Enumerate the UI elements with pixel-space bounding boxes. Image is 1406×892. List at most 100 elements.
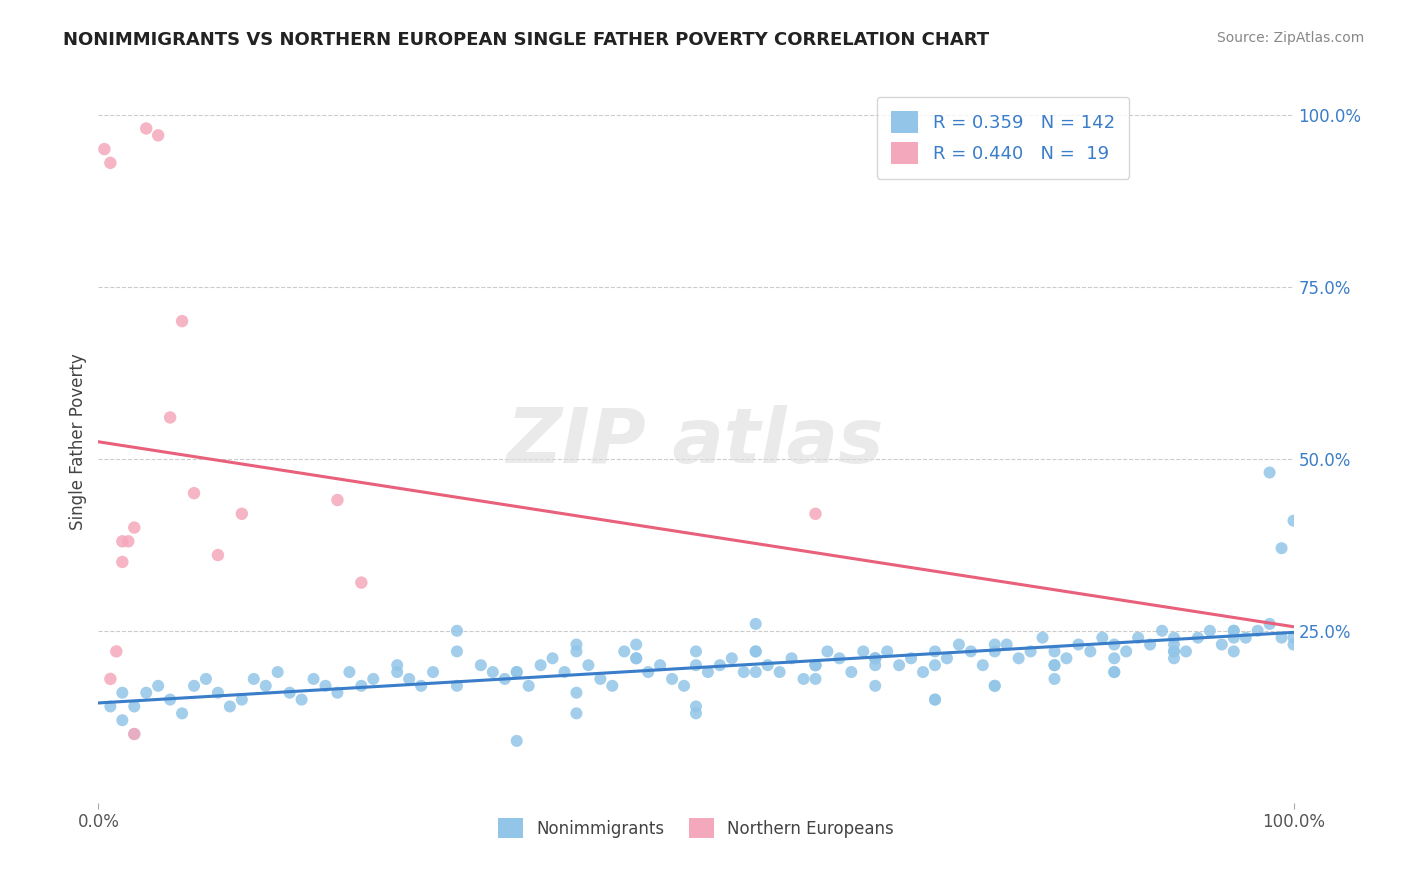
Point	[685, 658, 707, 673]
Point	[865, 651, 887, 665]
Point	[219, 699, 242, 714]
Point	[1223, 631, 1246, 645]
Text: Source: ZipAtlas.com: Source: ZipAtlas.com	[1216, 31, 1364, 45]
Point	[984, 679, 1007, 693]
Point	[231, 692, 253, 706]
Point	[673, 679, 696, 693]
Point	[745, 665, 768, 679]
Point	[1163, 651, 1185, 665]
Point	[626, 638, 648, 652]
Point	[117, 534, 139, 549]
Point	[111, 534, 134, 549]
Point	[793, 672, 815, 686]
Point	[1163, 631, 1185, 645]
Point	[565, 644, 588, 658]
Point	[661, 672, 683, 686]
Point	[1282, 631, 1305, 645]
Point	[1163, 644, 1185, 658]
Point	[1258, 616, 1281, 631]
Point	[841, 665, 863, 679]
Point	[984, 638, 1007, 652]
Point	[697, 665, 720, 679]
Point	[1271, 541, 1294, 556]
Point	[98, 699, 122, 714]
Point	[93, 142, 115, 156]
Point	[1067, 638, 1090, 652]
Point	[148, 679, 170, 693]
Text: ZIP atlas: ZIP atlas	[508, 405, 884, 478]
Point	[852, 644, 875, 658]
Point	[865, 679, 887, 693]
Point	[385, 658, 409, 673]
Point	[148, 128, 170, 143]
Point	[1043, 672, 1066, 686]
Point	[159, 692, 181, 706]
Point	[865, 651, 887, 665]
Point	[278, 686, 301, 700]
Point	[291, 692, 314, 706]
Point	[517, 679, 540, 693]
Point	[481, 665, 505, 679]
Point	[1115, 644, 1137, 658]
Point	[1128, 631, 1150, 645]
Point	[1211, 638, 1233, 652]
Point	[1223, 624, 1246, 638]
Point	[1187, 631, 1209, 645]
Point	[1043, 658, 1066, 673]
Point	[721, 651, 744, 665]
Point	[385, 665, 409, 679]
Legend: Nonimmigrants, Northern Europeans: Nonimmigrants, Northern Europeans	[491, 812, 901, 845]
Point	[924, 692, 946, 706]
Point	[135, 121, 157, 136]
Point	[685, 644, 707, 658]
Point	[900, 651, 922, 665]
Point	[326, 493, 349, 508]
Point	[1139, 638, 1161, 652]
Point	[231, 507, 253, 521]
Point	[172, 706, 194, 721]
Text: NONIMMIGRANTS VS NORTHERN EUROPEAN SINGLE FATHER POVERTY CORRELATION CHART: NONIMMIGRANTS VS NORTHERN EUROPEAN SINGL…	[63, 31, 990, 49]
Point	[267, 665, 290, 679]
Point	[1080, 644, 1102, 658]
Point	[111, 555, 134, 569]
Point	[768, 665, 790, 679]
Point	[804, 658, 827, 673]
Point	[745, 644, 768, 658]
Point	[446, 679, 468, 693]
Point	[589, 672, 612, 686]
Point	[1175, 644, 1198, 658]
Point	[1104, 665, 1126, 679]
Point	[350, 679, 373, 693]
Point	[626, 651, 648, 665]
Point	[172, 314, 194, 328]
Point	[984, 679, 1007, 693]
Point	[1032, 631, 1054, 645]
Point	[1152, 624, 1174, 638]
Point	[506, 734, 529, 748]
Point	[1223, 624, 1246, 638]
Point	[530, 658, 553, 673]
Point	[411, 679, 433, 693]
Point	[685, 699, 707, 714]
Point	[554, 665, 576, 679]
Point	[745, 644, 768, 658]
Point	[446, 624, 468, 638]
Point	[98, 156, 122, 170]
Point	[363, 672, 385, 686]
Point	[1282, 638, 1305, 652]
Point	[1163, 644, 1185, 658]
Point	[565, 706, 588, 721]
Point	[1104, 651, 1126, 665]
Point	[111, 686, 134, 700]
Point	[1247, 624, 1270, 638]
Point	[637, 665, 659, 679]
Point	[105, 644, 128, 658]
Point	[446, 644, 468, 658]
Point	[541, 651, 564, 665]
Point	[326, 686, 349, 700]
Point	[602, 679, 624, 693]
Point	[159, 410, 181, 425]
Point	[865, 658, 887, 673]
Point	[1019, 644, 1042, 658]
Point	[924, 658, 946, 673]
